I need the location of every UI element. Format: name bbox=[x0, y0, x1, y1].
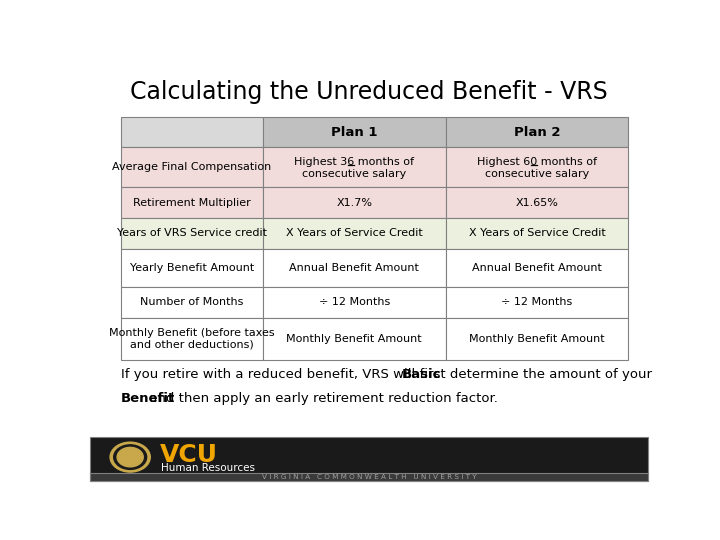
Bar bbox=[90, 437, 648, 481]
Text: Plan 2: Plan 2 bbox=[514, 126, 560, 139]
Bar bbox=[90, 473, 648, 481]
Bar bbox=[263, 249, 446, 287]
Bar bbox=[121, 218, 263, 249]
Circle shape bbox=[110, 442, 150, 472]
Bar bbox=[263, 287, 446, 318]
Bar bbox=[121, 287, 263, 318]
Text: consecutive salary: consecutive salary bbox=[485, 168, 589, 179]
Text: V I R G I N I A   C O M M O N W E A L T H   U N I V E R S I T Y: V I R G I N I A C O M M O N W E A L T H … bbox=[261, 474, 477, 480]
Text: Highest 60 months of: Highest 60 months of bbox=[477, 157, 597, 167]
Bar bbox=[263, 187, 446, 218]
Bar bbox=[446, 187, 629, 218]
Bar bbox=[446, 249, 629, 287]
Text: If you retire with a reduced benefit, VRS will first determine the amount of you: If you retire with a reduced benefit, VR… bbox=[121, 368, 656, 381]
Bar bbox=[263, 117, 446, 147]
Text: Human Resources: Human Resources bbox=[161, 463, 256, 473]
Text: Benefit: Benefit bbox=[121, 392, 175, 404]
Text: Basic: Basic bbox=[402, 368, 441, 381]
Bar bbox=[446, 117, 629, 147]
Text: X1.65%: X1.65% bbox=[516, 198, 559, 208]
Bar bbox=[263, 318, 446, 360]
Bar bbox=[446, 147, 629, 187]
Text: Highest 36 months of: Highest 36 months of bbox=[294, 157, 414, 167]
Text: Annual Benefit Amount: Annual Benefit Amount bbox=[289, 263, 419, 273]
Text: X1.7%: X1.7% bbox=[336, 198, 372, 208]
Text: Number of Months: Number of Months bbox=[140, 298, 243, 307]
Text: and then apply an early retirement reduction factor.: and then apply an early retirement reduc… bbox=[145, 392, 498, 404]
Circle shape bbox=[117, 447, 143, 467]
Bar bbox=[446, 287, 629, 318]
Text: Calculating the Unreduced Benefit - VRS: Calculating the Unreduced Benefit - VRS bbox=[130, 80, 608, 104]
Bar bbox=[263, 147, 446, 187]
Bar bbox=[121, 187, 263, 218]
Text: Retirement Multiplier: Retirement Multiplier bbox=[133, 198, 251, 208]
Bar bbox=[446, 218, 629, 249]
Text: ÷ 12 Months: ÷ 12 Months bbox=[319, 298, 390, 307]
Text: ÷ 12 Months: ÷ 12 Months bbox=[501, 298, 572, 307]
Text: Monthly Benefit (before taxes
and other deductions): Monthly Benefit (before taxes and other … bbox=[109, 328, 274, 349]
Text: Years of VRS Service credit: Years of VRS Service credit bbox=[117, 228, 267, 238]
Text: Plan 1: Plan 1 bbox=[331, 126, 377, 139]
Text: Annual Benefit Amount: Annual Benefit Amount bbox=[472, 263, 602, 273]
Bar bbox=[121, 249, 263, 287]
Text: Monthly Benefit Amount: Monthly Benefit Amount bbox=[469, 334, 605, 344]
Text: Yearly Benefit Amount: Yearly Benefit Amount bbox=[130, 263, 254, 273]
Bar bbox=[446, 318, 629, 360]
Text: Average Final Compensation: Average Final Compensation bbox=[112, 163, 271, 172]
Bar bbox=[121, 318, 263, 360]
Text: VCU: VCU bbox=[160, 443, 217, 468]
Bar bbox=[121, 147, 263, 187]
Text: Monthly Benefit Amount: Monthly Benefit Amount bbox=[287, 334, 422, 344]
Bar bbox=[121, 117, 263, 147]
Text: X Years of Service Credit: X Years of Service Credit bbox=[469, 228, 606, 238]
Text: X Years of Service Credit: X Years of Service Credit bbox=[286, 228, 423, 238]
Circle shape bbox=[114, 445, 147, 469]
Text: consecutive salary: consecutive salary bbox=[302, 168, 406, 179]
Bar bbox=[263, 218, 446, 249]
